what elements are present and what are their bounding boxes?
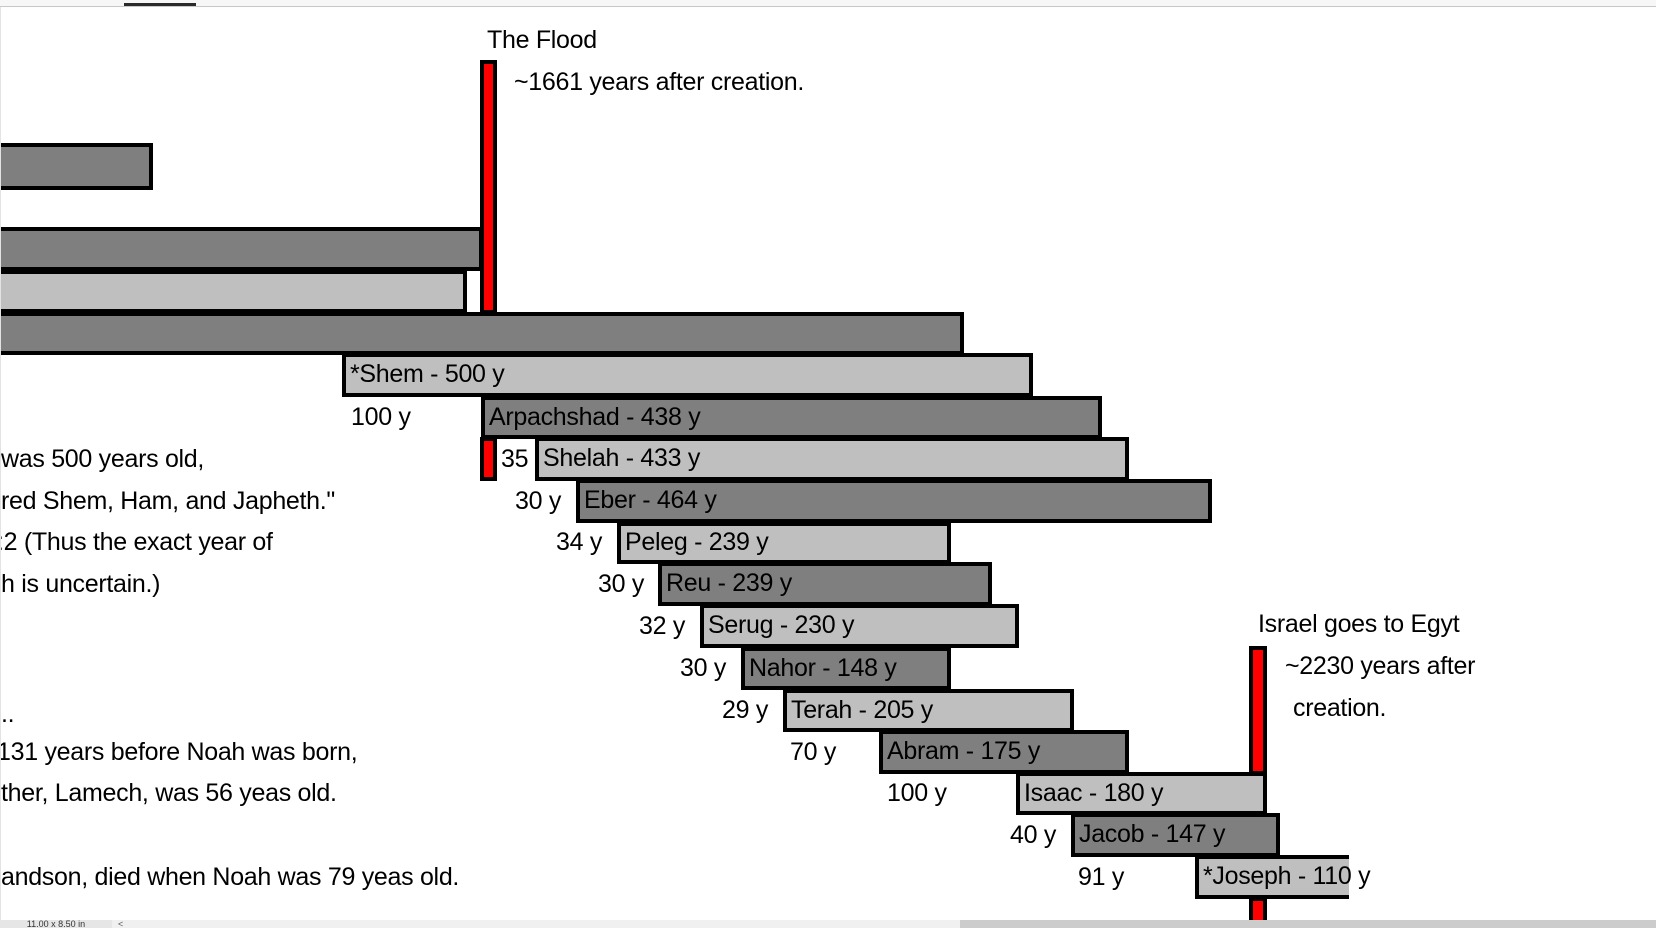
bar-eber: Eber - 464 y	[576, 479, 1212, 523]
bar-label: *Shem - 500 y	[350, 359, 505, 388]
active-tab-indicator[interactable]	[124, 3, 196, 6]
gap-label: 100 y	[351, 403, 411, 431]
note-line: ..	[1, 700, 15, 728]
bar-label: *Joseph - 110 y	[1203, 861, 1371, 890]
egypt-marker	[1249, 646, 1267, 775]
gap-label: 30 y	[680, 654, 727, 682]
gap-label: 91 y	[1078, 863, 1125, 891]
note-line: h is uncertain.)	[1, 570, 161, 598]
egypt-title: Israel goes to Egyt	[1258, 610, 1460, 638]
note-line: andson, died when Noah was 79 yeas old.	[1, 863, 460, 891]
scroll-left-arrow-icon[interactable]: <	[118, 920, 124, 928]
bar-unlabeled-2	[1, 227, 483, 271]
bar-unlabeled-3	[1, 270, 467, 313]
page-size-indicator[interactable]: 11.00 x 8.50 in	[0, 920, 112, 928]
note-line: 131 years before Noah was born,	[1, 738, 358, 766]
bar-label: Isaac - 180 y	[1024, 778, 1164, 807]
bar-label: Arpachshad - 438 y	[489, 402, 701, 431]
bar-serug: Serug - 230 y	[700, 604, 1019, 648]
bar-jacob: Jacob - 147 y	[1071, 813, 1280, 857]
bar-label: Abram - 175 y	[887, 736, 1041, 765]
horizontal-scrollbar-thumb[interactable]	[960, 920, 1656, 928]
note-line: ther, Lamech, was 56 yeas old.	[1, 779, 337, 807]
flood-marker-lower	[480, 437, 497, 481]
gap-label: 30 y	[515, 487, 562, 515]
flood-marker	[480, 60, 497, 314]
bar-reu: Reu - 239 y	[658, 562, 992, 606]
gap-label: 100 y	[887, 779, 947, 807]
gap-label: 70 y	[790, 738, 837, 766]
egypt-line1: ~2230 years after	[1285, 652, 1476, 680]
bar-shelah: Shelah - 433 y	[535, 437, 1129, 481]
note-line: was 500 years old,	[1, 445, 205, 473]
gap-label: 32 y	[639, 612, 686, 640]
gap-label: 29 y	[722, 696, 769, 724]
bar-label: Serug - 230 y	[708, 610, 855, 639]
status-bar: 11.00 x 8.50 in <	[0, 920, 1656, 928]
flood-title: The Flood	[487, 26, 597, 54]
gap-label: 30 y	[598, 570, 645, 598]
bar-joseph: *Joseph - 110 y	[1195, 855, 1371, 899]
bar-peleg: Peleg - 239 y	[617, 522, 951, 564]
bar-label: Jacob - 147 y	[1079, 819, 1226, 848]
gap-label: 34 y	[556, 528, 603, 556]
bar-unlabeled-4	[1, 312, 964, 355]
bar-terah: Terah - 205 y	[783, 689, 1074, 732]
bar-label: Eber - 464 y	[584, 485, 717, 514]
gap-label: 40 y	[1010, 821, 1057, 849]
bar-label: Reu - 239 y	[666, 568, 792, 597]
gap-label: 35	[501, 445, 529, 473]
egypt-line2: creation.	[1293, 694, 1387, 722]
egypt-marker-lower	[1249, 897, 1267, 920]
bar-shem: *Shem - 500 y	[342, 353, 1033, 397]
bar-label: Peleg - 239 y	[625, 527, 769, 556]
note-line: :2 (Thus the exact year of	[1, 528, 273, 556]
bar-label: Terah - 205 y	[791, 695, 934, 724]
bar-nahor: Nahor - 148 y	[741, 647, 951, 690]
bar-label: Nahor - 148 y	[749, 653, 897, 682]
page-left-edge	[0, 7, 1, 920]
bar-unlabeled-1	[1, 143, 153, 190]
toolbar-strip	[0, 0, 1656, 7]
bar-arpachshad: Arpachshad - 438 y	[481, 396, 1102, 439]
flood-subtitle: ~1661 years after creation.	[514, 68, 804, 96]
note-line: red Shem, Ham, and Japheth."	[1, 487, 335, 515]
timeline-canvas: The Flood ~1661 years after creation. *S…	[1, 7, 1656, 920]
bar-abram: Abram - 175 y	[879, 730, 1129, 774]
bar-isaac: Isaac - 180 y	[1016, 772, 1267, 815]
bar-label: Shelah - 433 y	[543, 443, 701, 472]
